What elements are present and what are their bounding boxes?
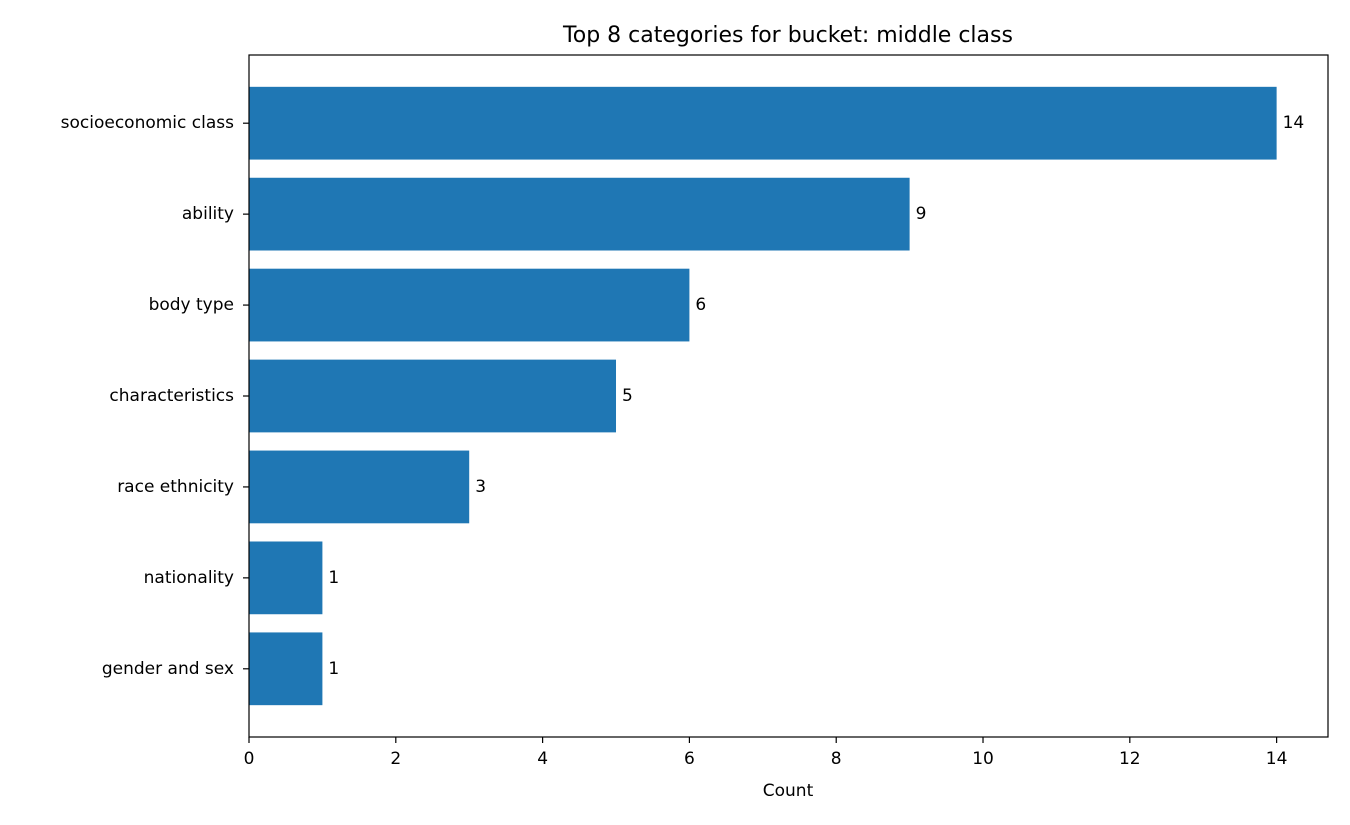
data-label: 3 <box>475 477 486 497</box>
y-tick-label: socioeconomic class <box>61 113 234 133</box>
y-tick-label: ability <box>182 204 234 224</box>
data-label: 6 <box>695 295 706 315</box>
x-tick-label: 0 <box>244 749 255 769</box>
bars-group <box>249 86 1277 706</box>
x-tick-label: 6 <box>684 749 695 769</box>
x-tick-label: 4 <box>537 749 548 769</box>
bar <box>249 632 323 706</box>
x-tick-label: 2 <box>390 749 401 769</box>
data-label: 5 <box>622 386 633 406</box>
x-tick-label: 14 <box>1266 749 1288 769</box>
bar <box>249 450 470 524</box>
data-label: 1 <box>328 568 339 588</box>
bar <box>249 541 323 615</box>
bar <box>249 359 617 433</box>
x-tick-label: 8 <box>831 749 842 769</box>
bar <box>249 86 1277 160</box>
y-tick-label: nationality <box>144 568 234 588</box>
x-tick-label: 12 <box>1119 749 1141 769</box>
x-axis-label: Count <box>763 781 814 801</box>
data-labels-group: 14 9 6 5 3 1 1 <box>328 113 1304 679</box>
y-tick-label: characteristics <box>109 386 234 406</box>
data-label: 9 <box>916 204 927 224</box>
x-tick-label: 10 <box>972 749 994 769</box>
data-label: 1 <box>328 659 339 679</box>
chart-title: Top 8 categories for bucket: middle clas… <box>562 23 1013 48</box>
plot-frame <box>248 54 1329 738</box>
bar <box>249 177 910 251</box>
y-axis: socioeconomic class ability body type chara… <box>61 113 249 679</box>
y-tick-label: body type <box>149 295 234 315</box>
y-tick-label: gender and sex <box>102 659 234 679</box>
bar <box>249 268 690 342</box>
data-label: 14 <box>1283 113 1305 133</box>
y-tick-label: race ethnicity <box>117 477 234 497</box>
x-axis: 0 2 4 6 8 10 12 14 <box>244 737 1288 769</box>
